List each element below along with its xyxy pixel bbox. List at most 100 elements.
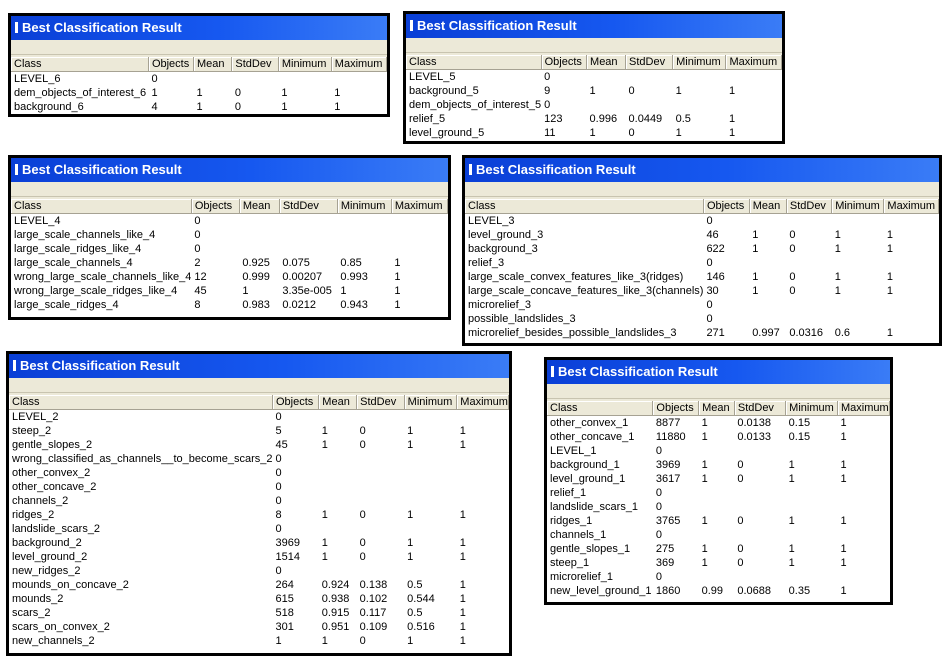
table-row[interactable]: other_concave_1 11880 1 0.0133 0.15 1 xyxy=(547,430,890,444)
table-row[interactable]: large_scale_concave_features_like_3(chan… xyxy=(465,284,939,298)
table-row[interactable]: gentle_slopes_2 45 1 0 1 1 xyxy=(9,438,509,452)
table-row[interactable]: wrong_large_scale_ridges_like_4 45 1 3.35e-… xyxy=(11,284,447,298)
column-header-objects[interactable]: Objects xyxy=(703,199,750,214)
cell-mean xyxy=(587,70,626,85)
column-header-stddev[interactable]: StdDev xyxy=(279,199,338,214)
column-header-mean[interactable]: Mean xyxy=(193,57,233,72)
table-row[interactable]: steep_1 369 1 0 1 1 xyxy=(547,556,890,570)
table-row[interactable]: possible_landslides_3 0 xyxy=(465,312,939,326)
table-row[interactable]: level_ground_1 3617 1 0 1 1 xyxy=(547,472,890,486)
cell-stddev xyxy=(786,298,831,312)
table-row[interactable]: other_convex_1 8877 1 0.0138 0.15 1 xyxy=(547,416,890,431)
column-header-maximum[interactable]: Maximum xyxy=(331,57,387,72)
column-header-objects[interactable]: Objects xyxy=(191,199,240,214)
table-row[interactable]: background_6 4 1 0 1 1 xyxy=(11,100,387,114)
column-header-mean[interactable]: Mean xyxy=(239,199,280,214)
table-row[interactable]: channels_2 0 xyxy=(9,494,509,508)
column-header-maximum[interactable]: Maximum xyxy=(883,199,939,214)
table-row[interactable]: ridges_2 8 1 0 1 1 xyxy=(9,508,509,522)
table-row[interactable]: LEVEL_4 0 xyxy=(11,214,447,229)
table-row[interactable]: steep_2 5 1 0 1 1 xyxy=(9,424,509,438)
column-header-objects[interactable]: Objects xyxy=(272,395,320,410)
cell-stddev xyxy=(357,480,405,494)
table-row[interactable]: dem_objects_of_interest_5 0 xyxy=(406,98,782,112)
table-row[interactable]: LEVEL_6 0 xyxy=(11,72,387,87)
table-row[interactable]: level_ground_3 46 1 0 1 1 xyxy=(465,228,939,242)
window-title-bar[interactable]: Best Classification Result xyxy=(9,354,509,378)
column-header-minimum[interactable]: Minimum xyxy=(278,57,332,72)
table-row[interactable]: wrong_classified_as_channels__to_become_… xyxy=(9,452,509,466)
column-header-minimum[interactable]: Minimum xyxy=(337,199,392,214)
window-title-bar[interactable]: Best Classification Result xyxy=(406,14,782,38)
column-header-maximum[interactable]: Maximum xyxy=(837,401,890,416)
column-header-maximum[interactable]: Maximum xyxy=(725,55,782,70)
table-row[interactable]: large_scale_channels_like_4 0 xyxy=(11,228,447,242)
table-row[interactable]: dem_objects_of_interest_6 1 1 0 1 1 xyxy=(11,86,387,100)
table-row[interactable]: background_2 3969 1 0 1 1 xyxy=(9,536,509,550)
table-row[interactable]: ridges_1 3765 1 0 1 1 xyxy=(547,514,890,528)
column-header-objects[interactable]: Objects xyxy=(541,55,588,70)
column-header-minimum[interactable]: Minimum xyxy=(831,199,885,214)
column-header-minimum[interactable]: Minimum xyxy=(404,395,458,410)
table-row[interactable]: landslide_scars_2 0 xyxy=(9,522,509,536)
column-header-maximum[interactable]: Maximum xyxy=(456,395,509,410)
table-row[interactable]: LEVEL_2 0 xyxy=(9,410,509,425)
table-row[interactable]: landslide_scars_1 0 xyxy=(547,500,890,514)
table-row[interactable]: background_5 9 1 0 1 1 xyxy=(406,84,782,98)
table-row[interactable]: background_3 622 1 0 1 1 xyxy=(465,242,939,256)
column-header-class[interactable]: Class xyxy=(547,401,654,416)
table-row[interactable]: LEVEL_1 0 xyxy=(547,444,890,458)
table-row[interactable]: large_scale_convex_features_like_3(ridge… xyxy=(465,270,939,284)
column-header-class[interactable]: Class xyxy=(9,395,273,410)
column-header-class[interactable]: Class xyxy=(406,55,542,70)
table-row[interactable]: new_channels_2 1 1 0 1 1 xyxy=(9,634,509,648)
column-header-mean[interactable]: Mean xyxy=(749,199,787,214)
column-header-stddev[interactable]: StdDev xyxy=(625,55,674,70)
column-header-minimum[interactable]: Minimum xyxy=(672,55,727,70)
window-title-bar[interactable]: Best Classification Result xyxy=(465,158,939,182)
table-row[interactable]: LEVEL_5 0 xyxy=(406,70,782,85)
table-row[interactable]: relief_5 123 0.996 0.0449 0.5 1 xyxy=(406,112,782,126)
table-row[interactable]: microrelief_besides_possible_landslides_… xyxy=(465,326,939,340)
table-row[interactable]: new_level_ground_1 1860 0.99 0.0688 0.35 1 xyxy=(547,584,890,598)
table-row[interactable]: large_scale_ridges_like_4 0 xyxy=(11,242,447,256)
column-header-mean[interactable]: Mean xyxy=(586,55,627,70)
column-header-objects[interactable]: Objects xyxy=(148,57,195,72)
column-header-class[interactable]: Class xyxy=(11,199,192,214)
table-row[interactable]: channels_1 0 xyxy=(547,528,890,542)
table-row[interactable]: relief_1 0 xyxy=(547,486,890,500)
column-header-mean[interactable]: Mean xyxy=(318,395,358,410)
table-row[interactable]: scars_on_convex_2 301 0.951 0.109 0.516 1 xyxy=(9,620,509,634)
table-row[interactable]: mounds_on_concave_2 264 0.924 0.138 0.5 1 xyxy=(9,578,509,592)
column-header-stddev[interactable]: StdDev xyxy=(356,395,405,410)
window-title-bar[interactable]: Best Classification Result xyxy=(11,158,448,182)
table-row[interactable]: large_scale_channels_4 2 0.925 0.075 0.85 1 xyxy=(11,256,447,270)
table-row[interactable]: microrelief_3 0 xyxy=(465,298,939,312)
table-row[interactable]: relief_3 0 xyxy=(465,256,939,270)
table-row[interactable]: other_convex_2 0 xyxy=(9,466,509,480)
table-row[interactable]: level_ground_5 11 1 0 1 1 xyxy=(406,126,782,140)
column-header-class[interactable]: Class xyxy=(465,199,704,214)
column-header-stddev[interactable]: StdDev xyxy=(734,401,787,416)
table-row[interactable]: wrong_large_scale_channels_like_4 12 0.999… xyxy=(11,270,447,284)
table-row[interactable]: new_ridges_2 0 xyxy=(9,564,509,578)
table-row[interactable]: level_ground_2 1514 1 0 1 1 xyxy=(9,550,509,564)
table-row[interactable]: background_1 3969 1 0 1 1 xyxy=(547,458,890,472)
table-row[interactable]: LEVEL_3 0 xyxy=(465,214,939,229)
column-header-minimum[interactable]: Minimum xyxy=(785,401,838,416)
window-title-bar[interactable]: Best Classification Result xyxy=(547,360,890,384)
window-title-bar[interactable]: Best Classification Result xyxy=(11,16,387,40)
table-row[interactable]: large_scale_ridges_4 8 0.983 0.0212 0.943 1 xyxy=(11,298,447,312)
table-row[interactable]: mounds_2 615 0.938 0.102 0.544 1 xyxy=(9,592,509,606)
cell-maximum: 1 xyxy=(394,271,401,283)
table-row[interactable]: scars_2 518 0.915 0.117 0.5 1 xyxy=(9,606,509,620)
column-header-maximum[interactable]: Maximum xyxy=(391,199,448,214)
column-header-stddev[interactable]: StdDev xyxy=(231,57,279,72)
column-header-stddev[interactable]: StdDev xyxy=(786,199,833,214)
column-header-class[interactable]: Class xyxy=(11,57,149,72)
table-row[interactable]: other_concave_2 0 xyxy=(9,480,509,494)
table-row[interactable]: gentle_slopes_1 275 1 0 1 1 xyxy=(547,542,890,556)
table-row[interactable]: microrelief_1 0 xyxy=(547,570,890,584)
column-header-objects[interactable]: Objects xyxy=(652,401,700,416)
column-header-mean[interactable]: Mean xyxy=(698,401,735,416)
